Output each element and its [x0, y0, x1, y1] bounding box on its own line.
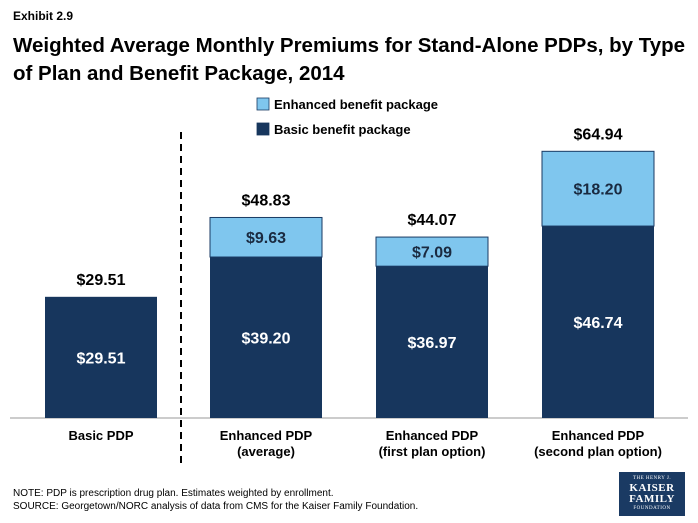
data-label-basic-2: $36.97 — [408, 335, 457, 352]
category-label-2-0: Enhanced PDP — [386, 428, 479, 443]
category-label-3-0: Enhanced PDP — [552, 428, 645, 443]
data-label-enhanced-1: $9.63 — [246, 230, 286, 247]
data-label-enhanced-3: $18.20 — [574, 182, 623, 199]
total-label-3: $64.94 — [574, 126, 623, 143]
chart-title: Weighted Average Monthly Premiums for St… — [13, 34, 686, 85]
chart-canvas: $29.51 $29.51 Basic PDP $39.20 $9.63 $48.83 En… — [10, 97, 688, 465]
bar-enhanced-3 — [541, 150, 655, 227]
total-label-0: $29.51 — [77, 272, 126, 289]
data-label-basic-1: $39.20 — [242, 331, 291, 348]
footnote: NOTE: PDP is prescription drug plan. Est… — [13, 487, 418, 513]
exhibit-label: Exhibit 2.9 — [13, 9, 74, 23]
kff-logo: THE HENRY J. KAISER FAMILY FOUNDATION — [619, 472, 685, 516]
bar-basic-2 — [376, 266, 488, 418]
bar-enhanced-1 — [209, 216, 323, 258]
data-label-basic-3: $46.74 — [574, 315, 623, 332]
data-label-basic-0: $29.51 — [77, 350, 126, 367]
bar-basic-3 — [542, 226, 654, 418]
category-label-1-0: Enhanced PDP — [220, 428, 313, 443]
bar-enhanced-2 — [375, 236, 489, 267]
total-label-2: $44.07 — [408, 212, 457, 229]
footnote-source: SOURCE: Georgetown/NORC analysis of data… — [13, 501, 419, 512]
category-label-1-1: (average) — [237, 444, 295, 459]
logo-line-1: THE HENRY J. — [632, 476, 672, 481]
total-label-1: $48.83 — [242, 192, 291, 209]
legend-swatch-basic — [256, 122, 270, 136]
category-label-2-1: (first plan option) — [379, 444, 486, 459]
legend-swatch-enhanced — [256, 97, 270, 111]
data-label-enhanced-2: $7.09 — [412, 245, 452, 262]
category-label-3-1: (second plan option) — [534, 444, 662, 459]
legend-label-enhanced: Enhanced benefit package — [274, 97, 438, 112]
logo-line-4: FOUNDATION — [633, 506, 671, 511]
logo-line-3: FAMILY — [629, 493, 675, 505]
category-label-0-0: Basic PDP — [68, 428, 133, 443]
footnote-note: NOTE: PDP is prescription drug plan. Est… — [13, 488, 334, 499]
logo-line-2: KAISER — [629, 482, 675, 494]
bar-basic-1 — [210, 257, 322, 418]
bar-basic-0 — [45, 296, 157, 418]
legend-label-basic: Basic benefit package — [274, 122, 411, 137]
